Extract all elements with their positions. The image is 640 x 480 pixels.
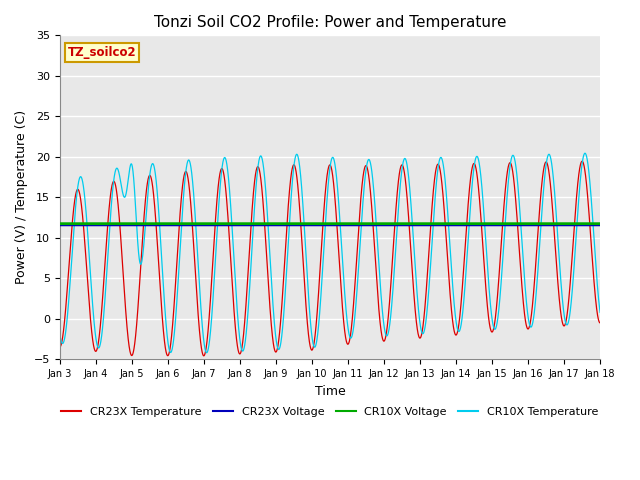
Title: Tonzi Soil CO2 Profile: Power and Temperature: Tonzi Soil CO2 Profile: Power and Temper… (154, 15, 506, 30)
X-axis label: Time: Time (314, 384, 345, 397)
Text: TZ_soilco2: TZ_soilco2 (68, 47, 136, 60)
Y-axis label: Power (V) / Temperature (C): Power (V) / Temperature (C) (15, 110, 28, 284)
Legend: CR23X Temperature, CR23X Voltage, CR10X Voltage, CR10X Temperature: CR23X Temperature, CR23X Voltage, CR10X … (57, 403, 603, 422)
